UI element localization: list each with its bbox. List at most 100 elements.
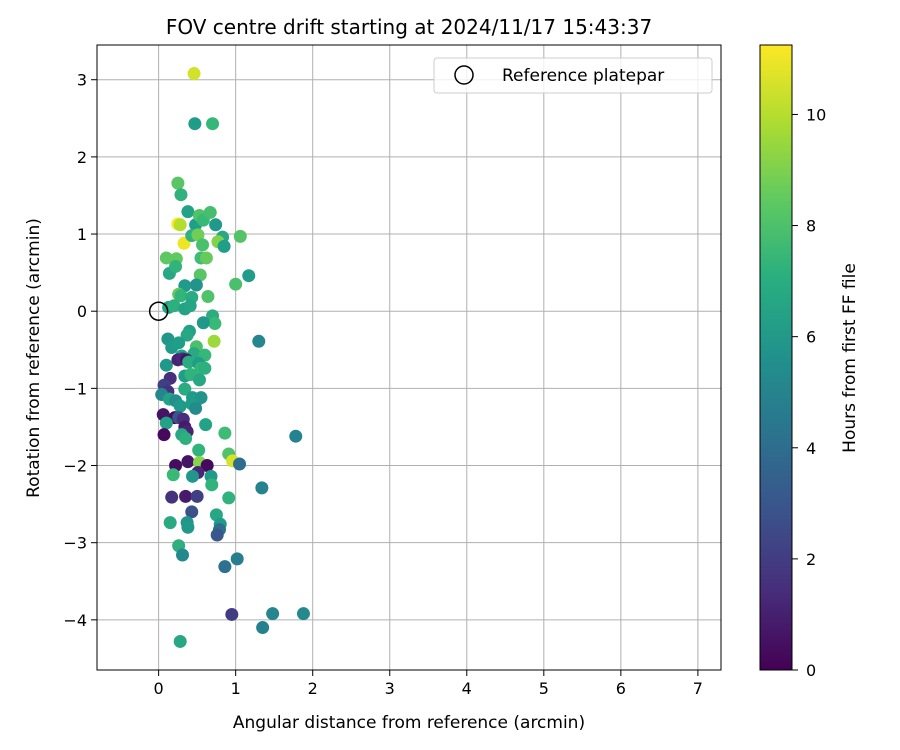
scatter-point — [233, 229, 247, 243]
scatter-point — [218, 560, 232, 574]
scatter-point — [191, 228, 205, 242]
scatter-point — [189, 401, 203, 415]
y-tick-label: −4 — [63, 611, 87, 630]
scatter-point — [208, 317, 222, 331]
colorbar: 0 2 4 6 8 10 Hours from first FF file — [759, 44, 860, 680]
y-tick-label: −1 — [63, 379, 87, 398]
scatter-point — [210, 528, 224, 542]
scatter-point — [173, 399, 187, 413]
scatter-point — [252, 334, 266, 348]
x-tick-label: 3 — [385, 679, 395, 698]
x-axis-label: Angular distance from reference (arcmin) — [233, 713, 585, 733]
scatter-point — [166, 468, 180, 482]
x-tick-label: 1 — [231, 679, 241, 698]
scatter-point — [242, 269, 256, 283]
colorbar-label: Hours from first FF file — [840, 263, 860, 453]
colorbar-tick-label: 6 — [806, 328, 816, 347]
scatter-point — [194, 391, 208, 405]
colorbar-ticks: 0 2 4 6 8 10 — [792, 105, 826, 680]
scatter-point — [229, 277, 243, 291]
x-tick-label: 6 — [616, 679, 626, 698]
chart-title: FOV centre drift starting at 2024/11/17 … — [166, 15, 652, 39]
scatter-point — [296, 607, 310, 621]
scatter-point — [179, 432, 193, 446]
y-tick-label: −3 — [63, 534, 87, 553]
scatter-point — [159, 358, 173, 372]
scatter-point — [225, 607, 239, 621]
scatter-point — [217, 239, 231, 253]
colorbar-tick-label: 0 — [806, 661, 816, 680]
scatter-point — [192, 443, 206, 457]
scatter-point — [163, 516, 177, 530]
scatter-point — [181, 455, 195, 469]
scatter-point — [176, 548, 190, 562]
scatter-point — [174, 188, 188, 202]
y-tick-label: 3 — [77, 71, 87, 90]
scatter-point — [196, 316, 210, 330]
scatter-point — [199, 251, 213, 265]
scatter-point — [266, 607, 280, 621]
colorbar-tick-label: 10 — [806, 105, 826, 124]
scatter-point — [188, 117, 202, 131]
scatter-point — [181, 520, 195, 534]
scatter-point — [218, 426, 232, 440]
y-tick-label: 2 — [77, 148, 87, 167]
scatter-point — [180, 328, 194, 342]
scatter-point — [256, 621, 270, 635]
scatter-point — [173, 634, 187, 648]
scatter-point — [222, 491, 236, 505]
colorbar-gradient — [759, 44, 793, 671]
scatter-point — [255, 481, 269, 495]
scatter-point — [206, 117, 220, 131]
scatter-point — [203, 205, 217, 219]
scatter-point — [167, 299, 181, 313]
y-tick-label: 1 — [77, 225, 87, 244]
y-tick-label: −2 — [63, 457, 87, 476]
scatter-point — [181, 205, 195, 219]
legend-box — [433, 57, 713, 94]
scatter-point — [183, 299, 197, 313]
scatter-point — [186, 469, 200, 483]
x-axis-ticks: 0 1 2 3 4 5 6 7 — [154, 670, 703, 698]
scatter-point — [189, 278, 203, 292]
y-axis-label: Rotation from reference (arcmin) — [24, 218, 44, 498]
scatter-point — [165, 490, 179, 504]
scatter-point — [157, 428, 171, 442]
scatter-point — [200, 459, 214, 473]
scatter-point — [182, 355, 196, 369]
legend-entry: Reference platepar — [502, 66, 664, 86]
scatter-point — [190, 489, 204, 503]
x-tick-label: 0 — [154, 679, 164, 698]
scatter-point — [178, 382, 192, 396]
scatter-point — [233, 457, 247, 471]
scatter-point — [159, 251, 173, 265]
scatter-point — [207, 334, 221, 348]
scatter-point — [169, 259, 183, 273]
scatter-point — [179, 489, 193, 503]
x-tick-label: 2 — [308, 679, 318, 698]
x-tick-label: 7 — [693, 679, 703, 698]
scatter-point — [209, 218, 223, 232]
scatter-point — [289, 429, 303, 443]
scatter-point — [159, 416, 173, 430]
scatter-point — [230, 552, 244, 566]
data-points — [155, 67, 310, 648]
scatter-point — [172, 336, 186, 350]
scatter-point — [199, 418, 213, 432]
scatter-point — [193, 268, 207, 282]
scatter-point — [201, 290, 215, 304]
scatter-point — [205, 478, 219, 492]
y-tick-label: 0 — [77, 302, 87, 321]
scatter-point — [196, 238, 210, 252]
scatter-point — [185, 505, 199, 519]
scatter-point — [173, 218, 187, 232]
y-axis-ticks: −4 −3 −2 −1 0 1 2 3 — [63, 71, 97, 630]
plot-frame — [96, 44, 722, 671]
colorbar-tick-label: 8 — [806, 217, 816, 236]
scatter-point — [192, 373, 206, 387]
colorbar-tick-label: 4 — [806, 439, 816, 458]
legend-marker-icon — [454, 65, 474, 85]
reference-platepar-marker — [148, 301, 169, 321]
colorbar-tick-label: 2 — [806, 550, 816, 569]
